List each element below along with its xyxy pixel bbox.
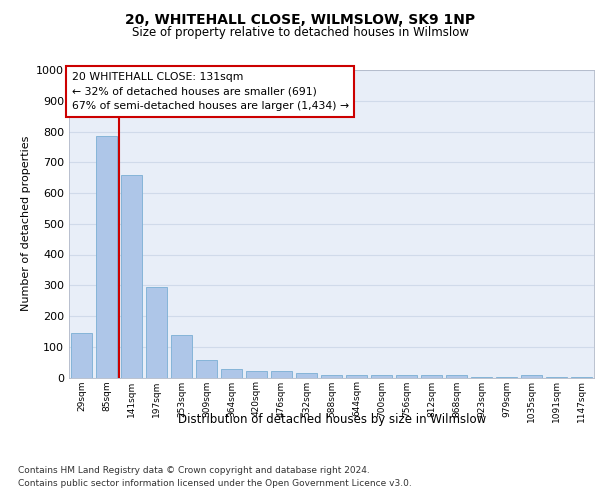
Bar [371,375,392,378]
Bar [471,377,492,378]
Bar [196,360,217,378]
Bar [346,375,367,378]
Bar [571,377,592,378]
Bar [146,287,167,378]
Text: Contains public sector information licensed under the Open Government Licence v3: Contains public sector information licen… [18,479,412,488]
Text: Distribution of detached houses by size in Wilmslow: Distribution of detached houses by size … [178,412,486,426]
Bar [421,375,442,378]
Bar [546,377,567,378]
Bar [96,136,117,378]
Bar [396,375,417,378]
Text: Contains HM Land Registry data © Crown copyright and database right 2024.: Contains HM Land Registry data © Crown c… [18,466,370,475]
Bar [171,335,192,378]
Bar [446,375,467,378]
Bar [321,375,342,378]
Text: 20 WHITEHALL CLOSE: 131sqm
← 32% of detached houses are smaller (691)
67% of sem: 20 WHITEHALL CLOSE: 131sqm ← 32% of deta… [71,72,349,111]
Bar [296,373,317,378]
Bar [521,375,542,378]
Bar [246,372,267,378]
Bar [271,372,292,378]
Text: 20, WHITEHALL CLOSE, WILMSLOW, SK9 1NP: 20, WHITEHALL CLOSE, WILMSLOW, SK9 1NP [125,12,475,26]
Text: Size of property relative to detached houses in Wilmslow: Size of property relative to detached ho… [131,26,469,39]
Y-axis label: Number of detached properties: Number of detached properties [20,136,31,312]
Bar [496,377,517,378]
Bar [221,369,242,378]
Bar [121,174,142,378]
Bar [71,333,92,378]
